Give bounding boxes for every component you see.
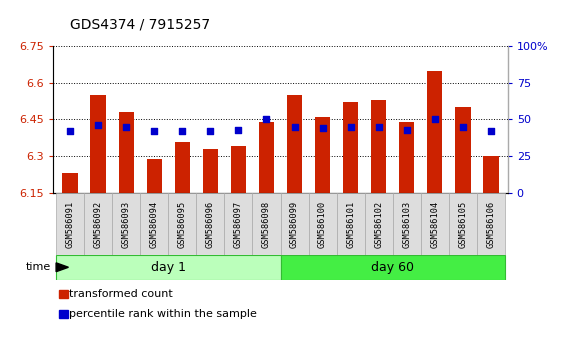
Text: GSM586098: GSM586098 [262,200,271,247]
Bar [203,149,218,193]
Text: GSM586094: GSM586094 [150,200,159,247]
Point [66,129,75,134]
Text: GSM586092: GSM586092 [94,200,103,247]
Bar [421,193,449,255]
Text: day 1: day 1 [151,261,186,274]
Bar [146,159,162,193]
Point [346,124,355,130]
Text: GSM586095: GSM586095 [178,200,187,247]
Text: GSM586097: GSM586097 [234,200,243,247]
Bar [118,112,134,193]
Text: GSM586099: GSM586099 [290,200,299,247]
Text: GDS4374 / 7915257: GDS4374 / 7915257 [70,18,210,32]
Bar [280,255,505,280]
Bar [112,193,140,255]
Bar [287,95,302,193]
Point [374,124,383,130]
Bar [231,147,246,193]
Point [486,129,495,134]
Text: GSM586105: GSM586105 [458,200,467,247]
Bar [196,193,224,255]
Bar [140,193,168,255]
Point [122,124,131,130]
Bar [477,193,505,255]
Point [150,129,159,134]
Point [234,127,243,133]
Text: time: time [25,262,50,272]
Text: GSM586101: GSM586101 [346,200,355,247]
Text: percentile rank within the sample: percentile rank within the sample [69,309,256,319]
Bar [449,193,477,255]
Text: GSM586100: GSM586100 [318,200,327,247]
Point [206,129,215,134]
Bar [483,156,499,193]
Bar [252,193,280,255]
Bar [84,193,112,255]
Point [178,129,187,134]
Point [290,124,299,130]
Point [458,124,467,130]
Bar [56,193,84,255]
Bar [371,100,387,193]
Text: GSM586093: GSM586093 [122,200,131,247]
Text: GSM586106: GSM586106 [486,200,495,247]
Bar [399,122,415,193]
Text: GSM586102: GSM586102 [374,200,383,247]
Text: GSM586103: GSM586103 [402,200,411,247]
Bar [365,193,393,255]
Bar [174,142,190,193]
Bar [168,193,196,255]
Bar [259,122,274,193]
Bar [393,193,421,255]
Bar [455,107,471,193]
Bar [224,193,252,255]
Point [94,122,103,128]
Bar [343,102,358,193]
Text: GSM586091: GSM586091 [66,200,75,247]
Bar [62,173,78,193]
Point [402,127,411,133]
Bar [90,95,106,193]
Bar [315,117,330,193]
Bar [309,193,337,255]
Text: transformed count: transformed count [69,289,173,299]
Text: GSM586104: GSM586104 [430,200,439,247]
Point [318,125,327,131]
Point [262,117,271,122]
Bar [280,193,309,255]
Point [430,117,439,122]
Text: day 60: day 60 [371,261,414,274]
Text: GSM586096: GSM586096 [206,200,215,247]
Bar [337,193,365,255]
Bar [427,70,443,193]
Bar [56,255,280,280]
